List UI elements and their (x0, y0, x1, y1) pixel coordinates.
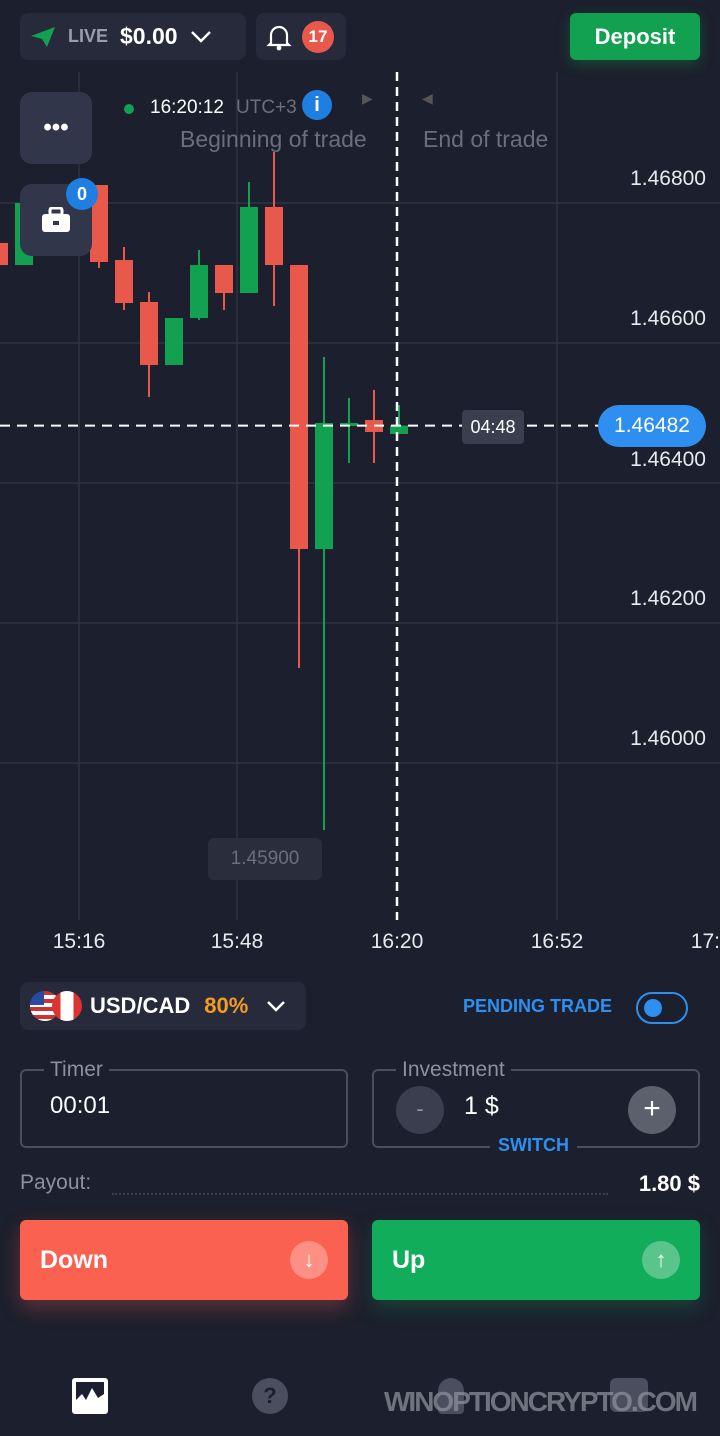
end-of-trade-label: End of trade (423, 126, 549, 152)
timezone: UTC+3 (236, 97, 297, 118)
profile-icon[interactable] (438, 1378, 464, 1414)
portfolio-count-badge: 0 (66, 178, 98, 210)
pending-trade-label: PENDING TRADE (463, 996, 613, 1016)
candle-body (90, 185, 108, 263)
increase-investment-button[interactable]: + (628, 1086, 676, 1134)
more-menu-button[interactable]: ••• (20, 92, 92, 164)
switch-button[interactable]: SWITCH (490, 1135, 577, 1156)
paper-plane-icon (31, 26, 55, 47)
briefcase-icon (42, 207, 70, 232)
x-tick: 15:48 (210, 930, 264, 953)
notifications-button[interactable]: 17 (256, 13, 346, 60)
beginning-of-trade-label: Beginning of trade (180, 126, 367, 152)
arrow-left-icon: ◀ (422, 90, 433, 106)
chat-icon[interactable] (610, 1378, 648, 1412)
asset-pair: USD/CAD (90, 993, 191, 1018)
online-dot-icon (124, 104, 134, 114)
candle-body (0, 242, 8, 266)
more-icon: ••• (43, 114, 69, 141)
x-axis: 15:16 15:48 16:20 16:52 17: (52, 930, 720, 953)
chevron-down-icon (190, 30, 211, 43)
investment-label: Investment (402, 1058, 505, 1081)
asset-payout-pct: 80% (204, 993, 249, 1018)
y-tick: 1.46800 (630, 167, 706, 190)
watermark: WINOPTIONCRYPTO.COM (384, 1386, 698, 1417)
y-tick: 1.46000 (630, 727, 706, 750)
arrow-right-icon: ▶ (362, 90, 373, 106)
nav-chart[interactable] (72, 1378, 108, 1414)
x-tick: 15:16 (52, 930, 106, 953)
pending-trade-toggle[interactable] (636, 992, 688, 1024)
candle-body (265, 206, 283, 266)
price-chart[interactable] (0, 0, 720, 960)
y-tick: 1.46600 (630, 307, 706, 330)
candle-body (190, 265, 208, 319)
account-selector[interactable]: LIVE $0.00 (20, 13, 246, 60)
candle-body (140, 301, 158, 365)
chevron-down-icon (267, 1001, 286, 1012)
up-label: Up (392, 1245, 426, 1274)
asset-selector[interactable]: USD/CAD 80% (20, 982, 306, 1030)
timer-field[interactable]: Timer 00:01 (20, 1058, 348, 1148)
deposit-button[interactable]: Deposit (570, 13, 700, 60)
timer-value[interactable]: 00:01 (50, 1092, 111, 1119)
timer-label: Timer (50, 1058, 103, 1081)
y-axis: 1.46800 1.46600 1.46400 1.46200 1.46000 (630, 167, 706, 750)
candle-body (165, 318, 183, 365)
payout-value: 1.80 $ (638, 1171, 700, 1196)
help-icon[interactable]: ? (252, 1378, 288, 1414)
balance: $0.00 (120, 23, 178, 49)
candle-body (115, 259, 133, 304)
candle-body (215, 265, 233, 294)
candle-body (240, 206, 258, 294)
bell-icon (266, 25, 292, 50)
down-button[interactable]: Down ↓ (20, 1220, 348, 1300)
payout-divider (112, 1193, 608, 1195)
current-price-tag: 1.46482 (598, 405, 706, 447)
candle-body (290, 265, 308, 550)
notification-count-badge: 17 (302, 20, 334, 53)
arrow-down-icon: ↓ (290, 1241, 328, 1279)
decrease-investment-button[interactable]: - (396, 1086, 444, 1134)
flag-us-ca-icon (30, 991, 82, 1021)
x-tick: 17: (690, 930, 720, 953)
y-tick: 1.46200 (630, 587, 706, 610)
x-tick: 16:20 (370, 930, 424, 953)
low-price-marker: 1.45900 (208, 838, 322, 880)
arrow-up-icon: ↑ (642, 1241, 680, 1279)
server-time: 16:20:12 (150, 97, 224, 118)
down-label: Down (40, 1245, 109, 1274)
candle-body (390, 425, 408, 434)
y-tick: 1.46400 (630, 448, 706, 471)
chart-image-icon (76, 1388, 104, 1410)
info-icon[interactable]: i (302, 90, 332, 120)
countdown-label: 04:48 (462, 410, 524, 444)
payout-label: Payout: (20, 1171, 92, 1194)
account-mode: LIVE (68, 26, 109, 46)
candle-body (315, 423, 333, 550)
investment-value[interactable]: 1 $ (464, 1092, 499, 1120)
x-tick: 16:52 (530, 930, 584, 953)
candle-body (340, 423, 358, 427)
up-button[interactable]: Up ↑ (372, 1220, 700, 1300)
